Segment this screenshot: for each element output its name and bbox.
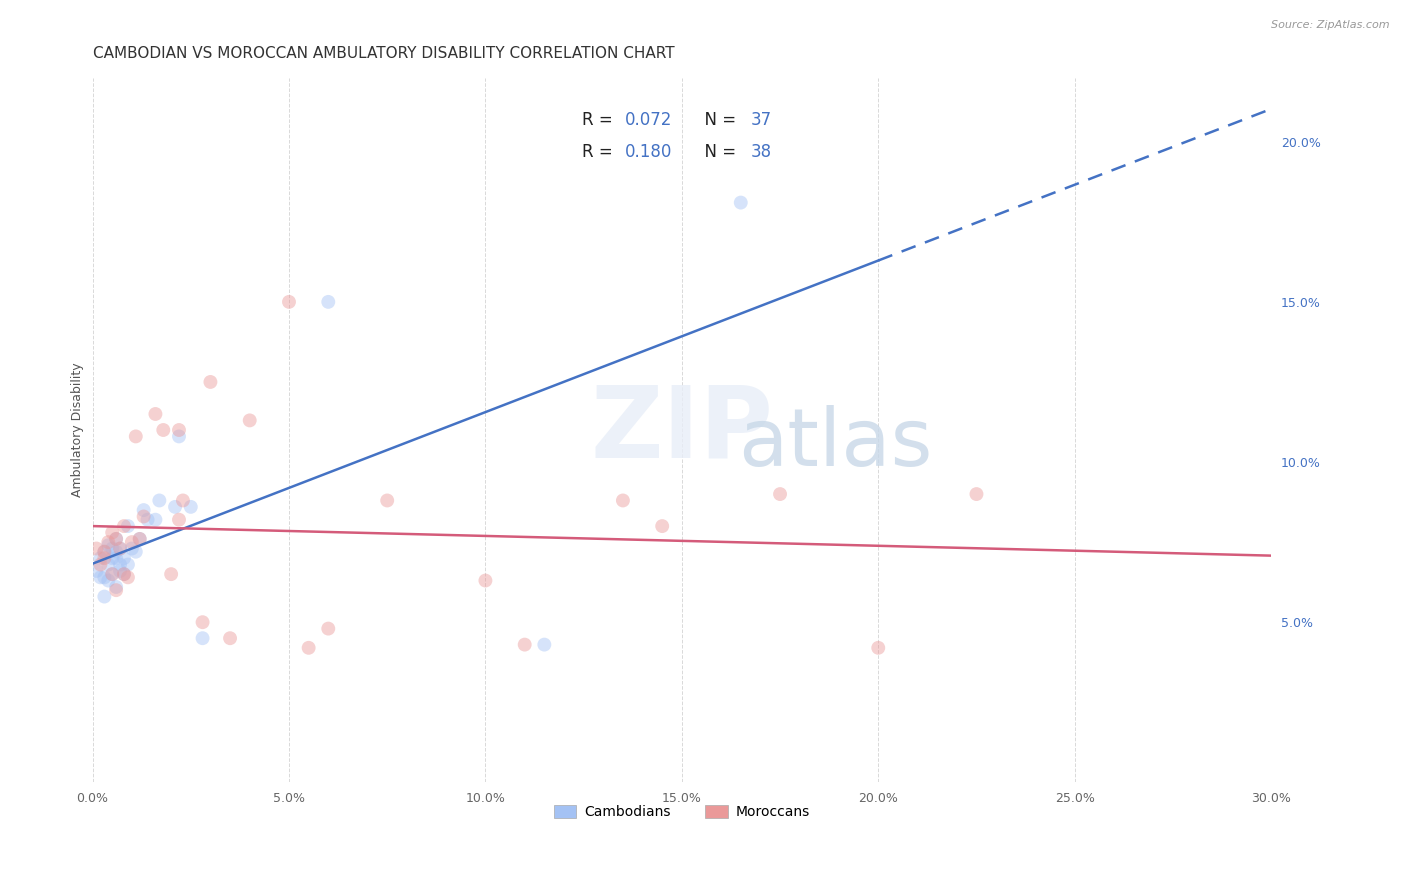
- Point: [97, 558, 120, 572]
- Text: 0.072: 0.072: [626, 111, 672, 129]
- Point: [105, 580, 128, 594]
- Text: atlas: atlas: [738, 405, 932, 483]
- Point: [612, 493, 634, 508]
- Point: [533, 638, 555, 652]
- Point: [167, 423, 190, 437]
- Point: [101, 525, 124, 540]
- Point: [86, 564, 108, 578]
- Point: [97, 574, 120, 588]
- Point: [86, 541, 108, 556]
- Point: [513, 638, 536, 652]
- Point: [112, 551, 135, 566]
- Point: [101, 567, 124, 582]
- Text: N =: N =: [693, 111, 741, 129]
- Point: [121, 535, 143, 549]
- Text: ZIP: ZIP: [591, 382, 773, 478]
- Point: [474, 574, 496, 588]
- Point: [89, 570, 111, 584]
- Point: [132, 509, 155, 524]
- Point: [112, 519, 135, 533]
- Point: [97, 535, 120, 549]
- Point: [105, 551, 128, 566]
- Point: [101, 567, 124, 582]
- Point: [167, 513, 190, 527]
- Point: [105, 583, 128, 598]
- Legend: Cambodians, Moroccans: Cambodians, Moroccans: [548, 799, 815, 825]
- Point: [180, 500, 202, 514]
- Point: [128, 532, 150, 546]
- Point: [89, 551, 111, 566]
- Point: [191, 631, 214, 645]
- Text: 37: 37: [751, 111, 772, 129]
- Point: [148, 493, 170, 508]
- Point: [167, 429, 190, 443]
- Point: [105, 545, 128, 559]
- Point: [145, 513, 167, 527]
- Point: [117, 558, 139, 572]
- Point: [121, 541, 143, 556]
- Point: [105, 532, 128, 546]
- Point: [160, 567, 183, 582]
- Point: [769, 487, 792, 501]
- Point: [117, 519, 139, 533]
- Point: [93, 551, 115, 566]
- Point: [172, 493, 194, 508]
- Point: [101, 541, 124, 556]
- Point: [108, 558, 131, 572]
- Point: [93, 570, 115, 584]
- Point: [125, 429, 148, 443]
- Text: 38: 38: [751, 143, 772, 161]
- Point: [278, 294, 301, 309]
- Point: [219, 631, 242, 645]
- Point: [316, 622, 339, 636]
- Text: 0.180: 0.180: [626, 143, 672, 161]
- Text: CAMBODIAN VS MOROCCAN AMBULATORY DISABILITY CORRELATION CHART: CAMBODIAN VS MOROCCAN AMBULATORY DISABIL…: [93, 46, 675, 62]
- Text: R =: R =: [582, 111, 617, 129]
- Point: [239, 413, 262, 427]
- Point: [117, 570, 139, 584]
- Point: [112, 567, 135, 582]
- Point: [93, 545, 115, 559]
- Point: [108, 564, 131, 578]
- Point: [101, 551, 124, 566]
- Point: [128, 532, 150, 546]
- Point: [89, 558, 111, 572]
- Point: [105, 532, 128, 546]
- Point: [375, 493, 398, 508]
- Y-axis label: Ambulatory Disability: Ambulatory Disability: [72, 363, 84, 498]
- Text: R =: R =: [582, 143, 617, 161]
- Point: [966, 487, 988, 501]
- Point: [868, 640, 890, 655]
- Text: Source: ZipAtlas.com: Source: ZipAtlas.com: [1271, 20, 1389, 29]
- Point: [730, 195, 752, 210]
- Point: [165, 500, 187, 514]
- Point: [125, 545, 148, 559]
- Text: N =: N =: [693, 143, 741, 161]
- Point: [108, 541, 131, 556]
- Point: [651, 519, 673, 533]
- Point: [112, 567, 135, 582]
- Point: [132, 503, 155, 517]
- Point: [152, 423, 174, 437]
- Point: [93, 590, 115, 604]
- Point: [145, 407, 167, 421]
- Point: [298, 640, 321, 655]
- Point: [316, 294, 339, 309]
- Point: [93, 545, 115, 559]
- Point: [136, 513, 159, 527]
- Point: [97, 538, 120, 552]
- Point: [200, 375, 222, 389]
- Point: [191, 615, 214, 630]
- Point: [108, 541, 131, 556]
